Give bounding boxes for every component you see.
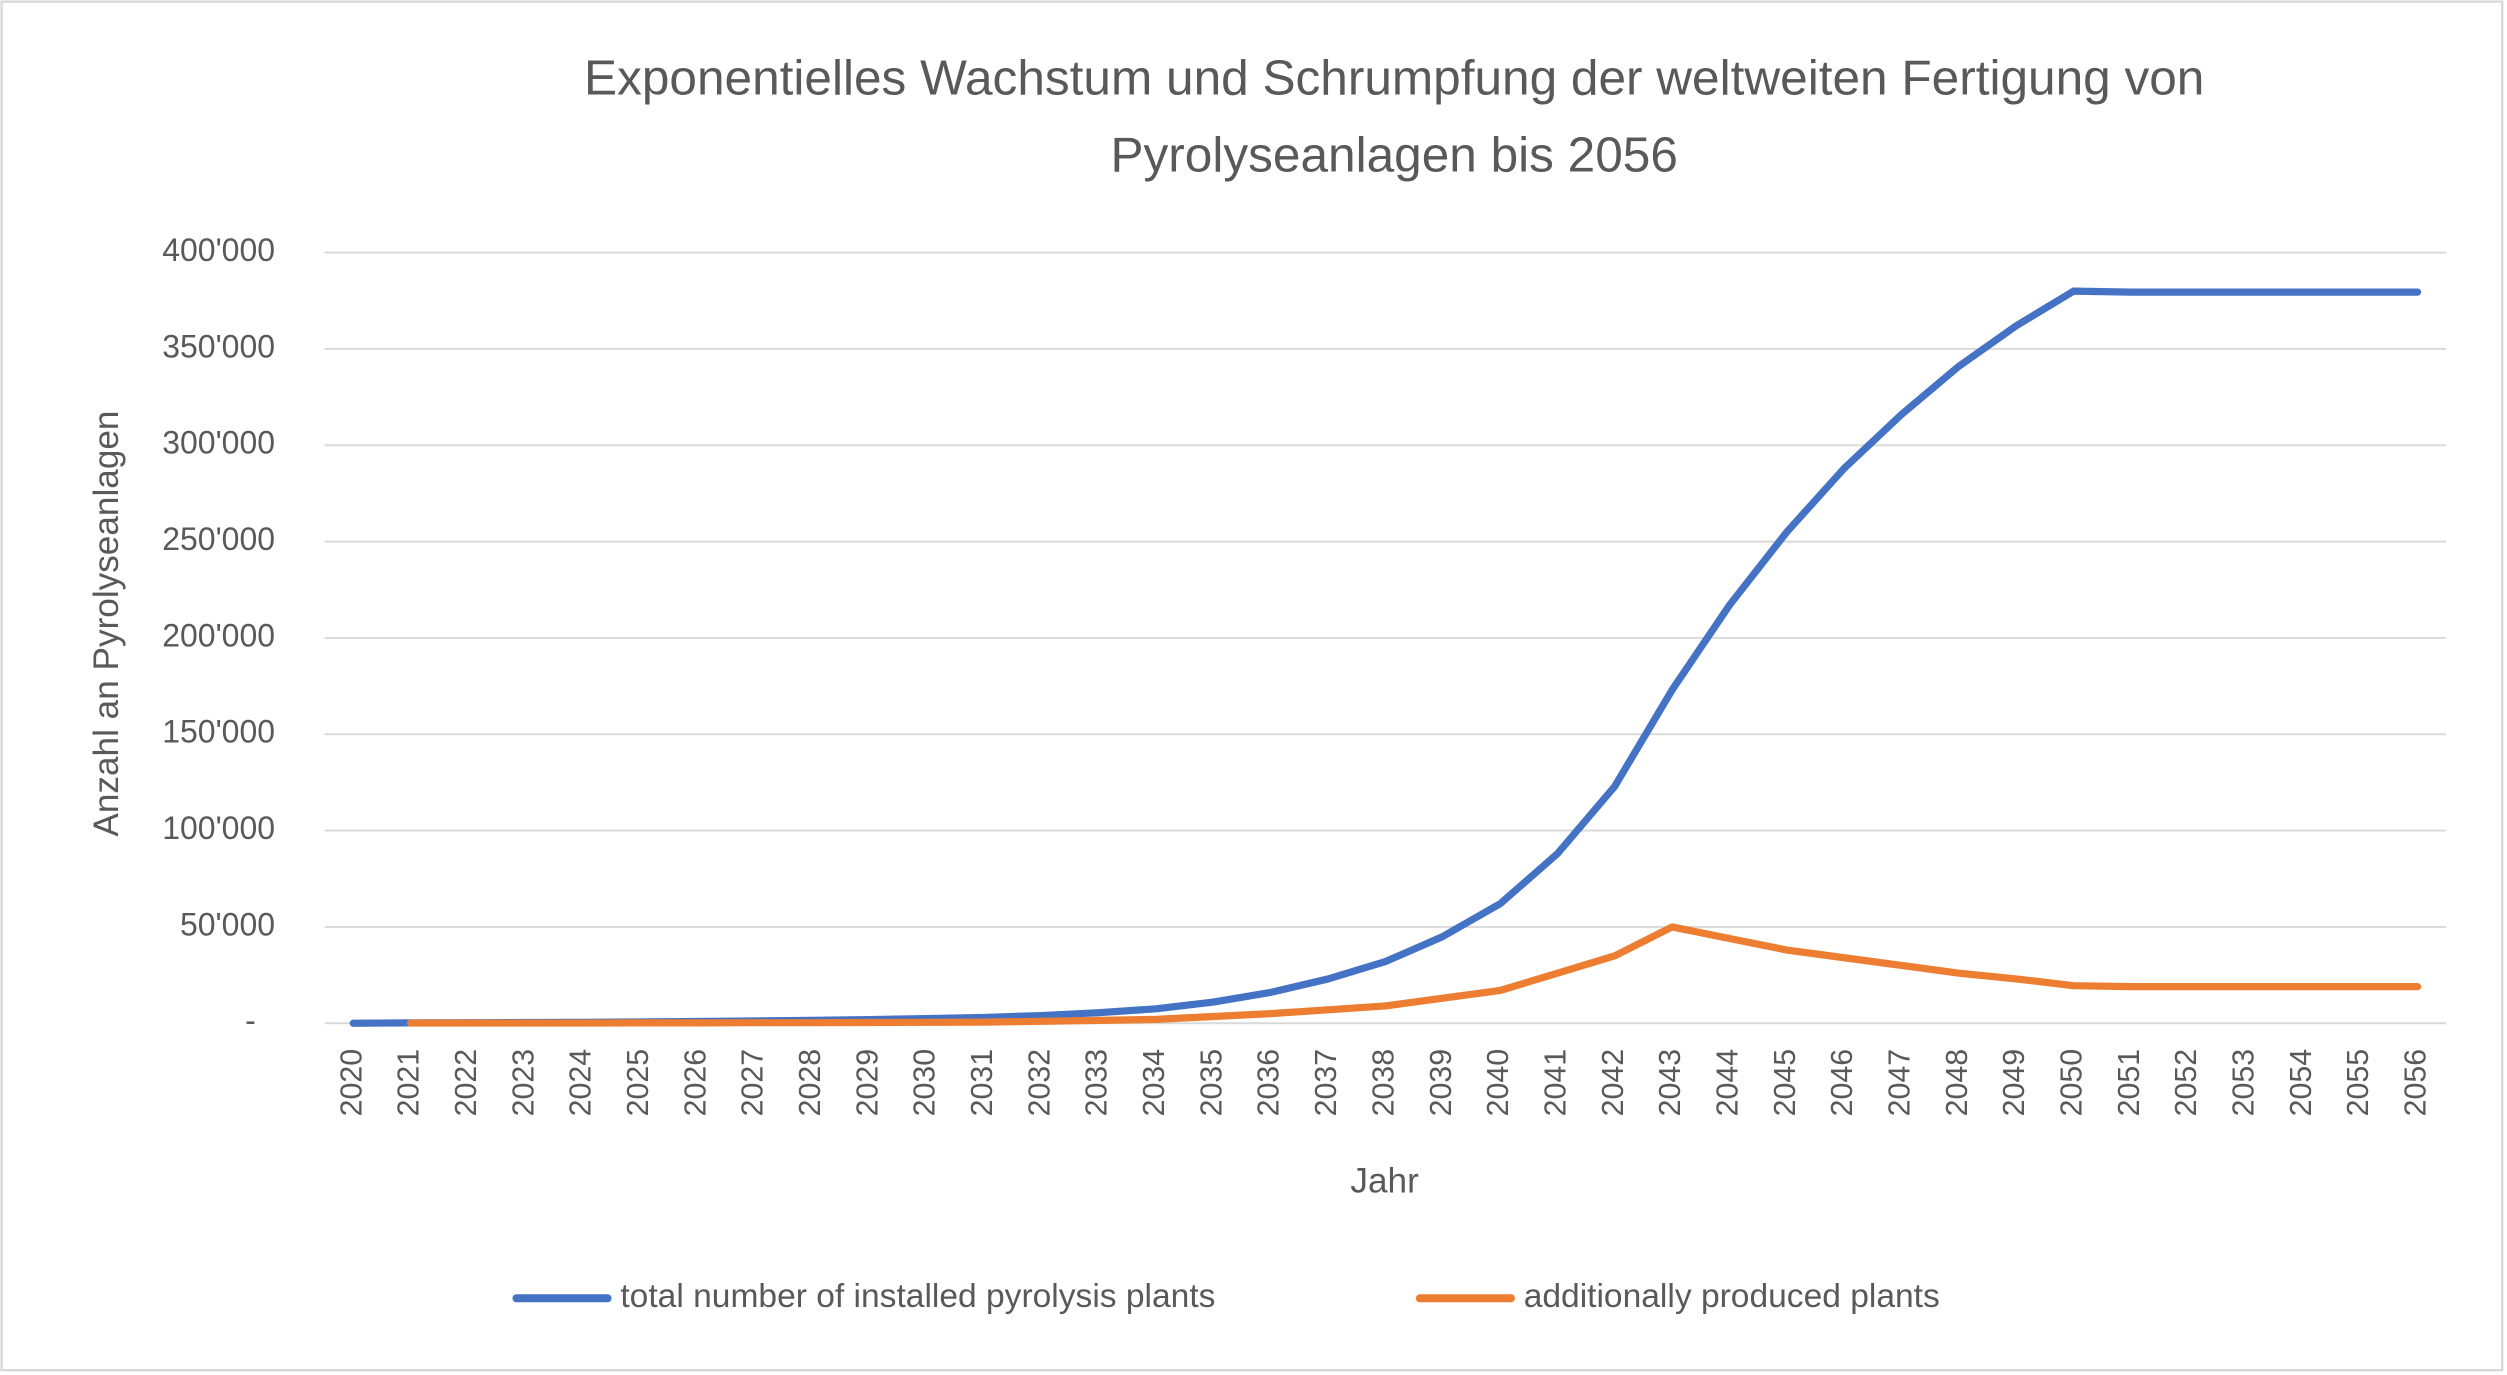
x-tick-label: 2029 — [851, 1049, 884, 1117]
y-tick-label: 350'000 — [162, 328, 275, 364]
x-tick-label: 2023 — [507, 1049, 540, 1117]
x-tick-label: 2048 — [1941, 1049, 1974, 1117]
x-tick-label: 2020 — [335, 1049, 368, 1117]
x-tick-label: 2022 — [450, 1049, 483, 1117]
x-tick-label: 2036 — [1253, 1049, 1286, 1117]
x-tick-label: 2037 — [1310, 1049, 1343, 1117]
x-tick-label: 2047 — [1883, 1049, 1916, 1117]
x-tick-label: 2039 — [1425, 1049, 1458, 1117]
x-tick-label: 2053 — [2228, 1049, 2261, 1117]
y-tick-label: - — [245, 1003, 256, 1039]
x-tick-label: 2026 — [679, 1049, 712, 1117]
x-tick-label: 2025 — [622, 1049, 655, 1117]
x-tick-label: 2031 — [966, 1049, 999, 1117]
x-tick-label: 2046 — [1826, 1049, 1859, 1117]
x-axis-title: Jahr — [1350, 1161, 1419, 1200]
y-tick-label: 50'000 — [180, 906, 275, 942]
x-tick-label: 2055 — [2342, 1049, 2375, 1117]
y-tick-label: 200'000 — [162, 617, 275, 653]
x-tick-label: 2040 — [1482, 1049, 1515, 1117]
x-tick-label: 2024 — [565, 1049, 598, 1117]
series-line — [406, 923, 2422, 1027]
x-tick-label: 2052 — [2170, 1049, 2203, 1117]
x-tick-label: 2045 — [1769, 1049, 1802, 1117]
x-tick-label: 2021 — [393, 1049, 426, 1117]
x-tick-label: 2033 — [1081, 1049, 1114, 1117]
x-tick-label: 2035 — [1195, 1049, 1228, 1117]
y-tick-label: 150'000 — [162, 714, 275, 750]
x-tick-label: 2049 — [1998, 1049, 2031, 1117]
legend-label: additionally produced plants — [1524, 1278, 1940, 1315]
x-tick-label: 2044 — [1711, 1049, 1744, 1117]
chart-title: Exponentielles Wachstum und Schrumpfung … — [584, 50, 2204, 183]
x-tick-label: 2028 — [794, 1049, 827, 1117]
y-axis-title: Anzahl an Pyrolyseanlagen — [87, 411, 126, 837]
y-tick-label: 100'000 — [162, 810, 275, 846]
x-tick-label: 2043 — [1654, 1049, 1687, 1117]
x-tick-label: 2030 — [909, 1049, 942, 1117]
x-tick-label: 2027 — [737, 1049, 770, 1117]
legend-label: total number of installed pyrolysis plan… — [620, 1278, 1215, 1315]
y-tick-label: 250'000 — [162, 521, 275, 557]
y-tick-label: 300'000 — [162, 425, 275, 461]
x-tick-label: 2041 — [1539, 1049, 1572, 1117]
y-tick-label: 400'000 — [162, 232, 275, 268]
x-tick-label: 2056 — [2400, 1049, 2433, 1117]
x-tick-label: 2054 — [2285, 1049, 2318, 1117]
x-tick-label: 2038 — [1367, 1049, 1400, 1117]
x-tick-label: 2032 — [1023, 1049, 1056, 1117]
x-tick-label: 2034 — [1138, 1049, 1171, 1117]
x-tick-label: 2042 — [1597, 1049, 1630, 1117]
x-tick-label: 2051 — [2113, 1049, 2146, 1117]
x-tick-label: 2050 — [2056, 1049, 2089, 1117]
